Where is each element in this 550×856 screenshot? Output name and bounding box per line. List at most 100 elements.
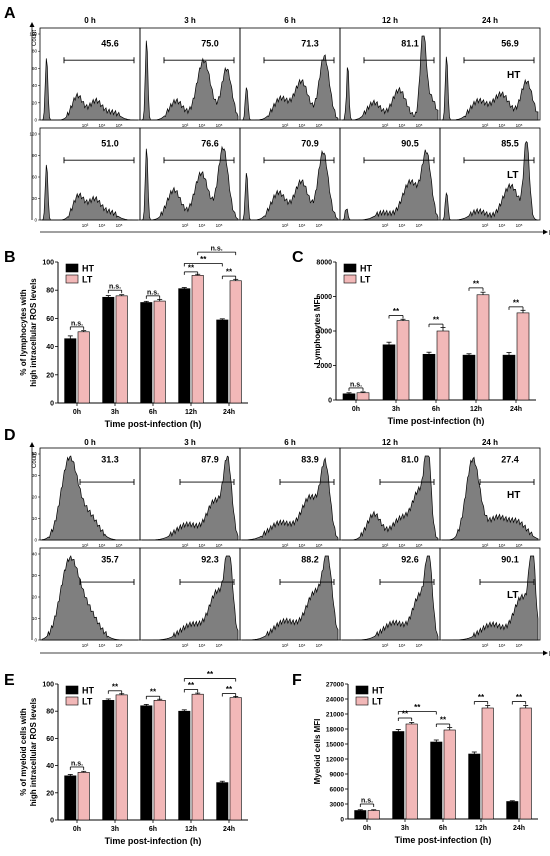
x-tick-label: 10³ xyxy=(282,123,289,128)
panel-label: D xyxy=(4,427,16,444)
x-tick-label: 10⁴ xyxy=(299,643,306,648)
significance-label: n.s. xyxy=(71,320,83,327)
y-tick-label: 20 xyxy=(32,595,38,600)
y-tick-label: 60 xyxy=(32,175,38,180)
x-tick-label: 10⁴ xyxy=(499,643,506,648)
histogram-curve xyxy=(241,54,339,121)
y-tick-label: 40 xyxy=(32,452,38,457)
y-tick-label: 10 xyxy=(32,516,38,521)
y-tick-label: 6000 xyxy=(316,294,332,301)
y-tick-label: 2000 xyxy=(316,363,332,370)
panel-label: C xyxy=(292,249,304,266)
significance-label: ** xyxy=(207,670,214,679)
bar-HT xyxy=(64,775,77,821)
significance-label: ** xyxy=(200,255,207,264)
y-tick-label: 3000 xyxy=(330,802,345,809)
bar-LT xyxy=(229,697,242,821)
bar-LT xyxy=(396,320,410,401)
x-tick-label: 10⁵ xyxy=(316,223,323,228)
x-tick-label: 10⁵ xyxy=(516,643,523,648)
significance-label: ** xyxy=(393,307,400,316)
y-tick-label: 8000 xyxy=(316,260,332,267)
histogram-curve xyxy=(142,555,239,641)
x-tick-label: 10⁴ xyxy=(399,123,406,128)
x-axis-arrowhead xyxy=(543,229,548,235)
x-tick-label: 10³ xyxy=(482,543,489,548)
bar-LT xyxy=(229,280,242,404)
y-axis-title: Count xyxy=(32,452,38,468)
histogram-curve xyxy=(41,555,138,641)
y-tick-label: 80 xyxy=(32,49,38,54)
x-tick-label: 10³ xyxy=(382,543,389,548)
significance-label: ** xyxy=(226,268,233,277)
y-axis-title: Lymphocytes MFI xyxy=(313,297,322,364)
y-tick-label: 18000 xyxy=(326,727,344,734)
x-tick-label: 10⁵ xyxy=(316,123,323,128)
x-tick-label: 10⁵ xyxy=(216,543,223,548)
x-tick-label: 10⁵ xyxy=(416,643,423,648)
bar-LT xyxy=(77,331,90,404)
x-tick-label: 12h xyxy=(475,825,487,832)
x-tick-label: 10³ xyxy=(182,543,189,548)
bar-LT xyxy=(443,729,456,820)
percent-label: 88.2 xyxy=(301,555,319,565)
legend-swatch xyxy=(355,685,369,695)
percent-label: 75.0 xyxy=(201,38,219,48)
bar-HT xyxy=(178,288,191,404)
x-tick-label: 10⁴ xyxy=(499,223,506,228)
y-tick-label: 0 xyxy=(34,538,37,543)
legend-swatch xyxy=(355,696,369,706)
histogram-curve xyxy=(342,555,439,641)
bar-LT xyxy=(516,312,530,401)
x-tick-label: 10⁵ xyxy=(516,123,523,128)
x-tick-label: 10³ xyxy=(182,223,189,228)
column-title: 0 h xyxy=(84,438,96,447)
histogram-panel-D: D 31.3 10³ 10⁴ 10⁵ 87.9 10³ 10⁴ 10⁵ 83.9 10³ 10⁴ 10⁵… xyxy=(4,427,550,658)
y-tick-label: 0 xyxy=(50,818,54,825)
legend-swatch xyxy=(343,263,357,273)
bar-chart-panel-C: C 0 2000 4000 6000 8000 0h 3h 6h 12h 24h Time post-… xyxy=(292,249,536,426)
y-tick-label: 30 xyxy=(32,196,38,201)
significance-label: ** xyxy=(402,710,409,719)
histogram-curve xyxy=(142,455,239,541)
panel-label: F xyxy=(292,672,302,689)
row-label: LT xyxy=(507,170,518,181)
legend-label: HT xyxy=(372,686,384,696)
significance-label: ** xyxy=(513,298,520,307)
legend-swatch xyxy=(65,685,79,695)
x-tick-label: 10⁴ xyxy=(99,223,106,228)
significance-label: ** xyxy=(516,693,523,702)
bar-HT xyxy=(64,338,77,404)
legend-label: HT xyxy=(82,264,94,274)
x-tick-label: 10³ xyxy=(482,223,489,228)
percent-label: 81.0 xyxy=(401,455,419,465)
x-tick-label: 6h xyxy=(432,406,440,413)
x-tick-label: 10³ xyxy=(482,123,489,128)
x-tick-label: 12h xyxy=(470,406,482,413)
y-tick-label: 10 xyxy=(32,616,38,621)
histogram-curve xyxy=(41,455,138,541)
legend-swatch xyxy=(65,263,79,273)
x-tick-label: 10³ xyxy=(182,123,189,128)
x-tick-label: 10⁴ xyxy=(299,123,306,128)
x-tick-label: 10⁴ xyxy=(99,543,106,548)
histogram-curve xyxy=(41,58,138,121)
panel-label: E xyxy=(4,672,15,689)
percent-label: 81.1 xyxy=(401,38,419,48)
y-tick-label: 12000 xyxy=(326,757,344,764)
x-tick-label: 10⁵ xyxy=(516,223,523,228)
y-tick-label: 120 xyxy=(29,132,37,137)
y-tick-label: 0 xyxy=(34,118,37,123)
column-title: 3 h xyxy=(184,438,196,447)
legend-label: LT xyxy=(82,697,93,707)
significance-label: n.s. xyxy=(361,798,373,805)
x-axis-arrowhead xyxy=(543,650,548,656)
x-tick-label: 12h xyxy=(185,409,197,416)
column-title: 12 h xyxy=(382,438,398,447)
x-tick-label: 10⁴ xyxy=(499,123,506,128)
bar-HT xyxy=(178,710,191,821)
x-axis-title: Time post-infection (h) xyxy=(105,836,202,846)
y-tick-label: 80 xyxy=(46,288,54,295)
legend-swatch xyxy=(65,696,79,706)
row-label: LT xyxy=(507,590,518,601)
